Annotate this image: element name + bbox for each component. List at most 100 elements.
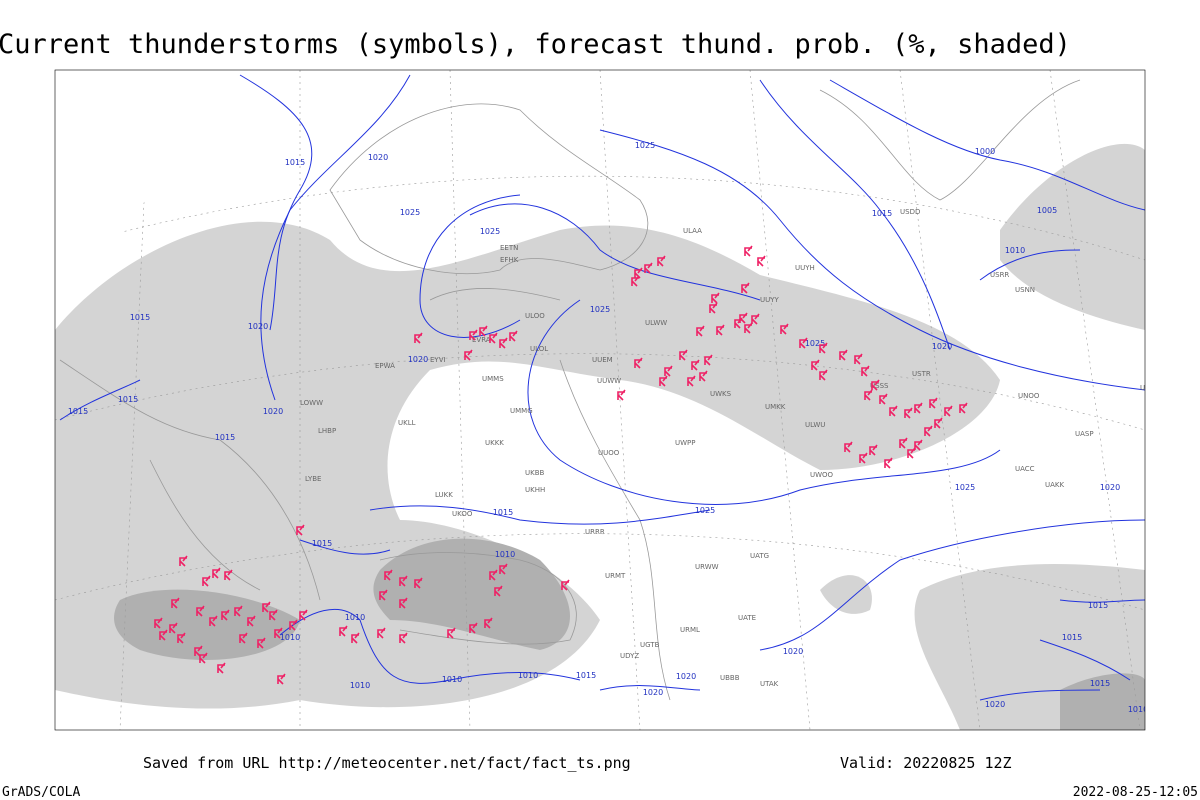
isobar-label: 1025 [695,506,715,515]
storm-symbol [399,575,408,587]
title: Current thunderstorms (symbols), forecas… [0,29,1071,60]
station-label: USRR [990,271,1009,279]
storm-symbol [884,457,893,469]
storm-symbol [664,365,673,377]
storm-symbol [634,357,643,369]
station-label: ULOL [530,345,548,353]
storm-symbol [859,452,868,464]
storm-symbol [447,627,456,639]
storm-symbol [239,632,248,644]
isobar-label: 1020 [643,688,663,697]
isobar-label: 1010 [1128,705,1148,714]
station-label: UWOO [810,471,834,479]
storm-symbol [339,625,348,637]
storm-symbol [494,585,503,597]
isobar-label: 1025 [635,141,655,150]
storm-symbol [869,444,878,456]
station-label: UMMG [510,407,533,415]
station-label: UKHH [525,486,545,494]
isobar-label: 1020 [932,342,952,351]
isobar-label: 1000 [975,147,995,156]
storm-symbol [179,555,188,567]
storm-symbol [799,337,808,349]
storm-symbol [657,255,666,267]
isobar-label: 1010 [280,633,300,642]
storm-symbol [659,375,668,387]
storm-symbol [907,447,916,459]
storm-symbol [944,405,953,417]
storm-symbol [709,302,718,314]
storm-symbol [687,375,696,387]
storm-symbol [414,577,423,589]
storm-symbol [274,627,283,639]
storm-symbol [479,325,488,337]
storm-symbol [377,627,386,639]
isobar-label: 1015 [285,158,305,167]
isobar-label: 1015 [118,395,138,404]
storm-symbol [839,349,848,361]
station-label: UKOO [452,510,473,518]
isobar-label: 1010 [495,550,515,559]
storm-symbol [879,393,888,405]
storm-symbol [399,597,408,609]
station-label: UNOO [1018,392,1040,400]
isobar-label: 1015 [1088,601,1108,610]
graticule [55,70,1145,730]
isobar-label: 1015 [872,209,892,218]
storm-symbol [914,402,923,414]
map-frame [54,69,1146,731]
thunderstorm-symbols [154,245,968,685]
storm-symbol [154,617,163,629]
isobars [59,74,1145,701]
isobar-label: 1025 [480,227,500,236]
storm-symbol [257,637,266,649]
station-label: UKKK [485,439,504,447]
storm-symbol [262,601,271,613]
isobar-label: 1020 [783,647,803,656]
isobar-label: 1015 [215,433,235,442]
station-label: UAKK [1045,481,1065,489]
storm-symbol [864,389,873,401]
storm-symbol [711,292,720,304]
isobar-label: 1010 [1005,246,1025,255]
isobar-label: 1010 [350,681,370,690]
storm-symbol [780,323,789,335]
isobar-label: 1020 [985,700,1005,709]
timestamp: 2022-08-25-12:05 [1073,785,1198,800]
storm-symbol [871,379,880,391]
storm-symbol [224,569,233,581]
storm-symbol [861,365,870,377]
station-label: UUYY [760,296,780,304]
storm-symbol [904,407,913,419]
station-label: UGTB [640,641,660,649]
station-label: USTR [912,370,931,378]
station-label: UUYH [795,264,815,272]
storm-symbol [299,609,308,621]
credit: GrADS/COLA [2,785,80,800]
station-label: URMT [605,572,626,580]
isobar-label: 1010 [442,675,462,684]
storm-symbol [699,370,708,382]
storm-symbol [929,397,938,409]
storm-symbol [889,405,898,417]
station-label: UTAK [760,680,779,688]
isobar-label: 1020 [676,672,696,681]
isobar-label: 1005 [1037,206,1057,215]
isobar-label: 1015 [1090,679,1110,688]
station-label: LHBP [318,427,336,435]
storm-symbol [561,579,570,591]
station-label: UBBB [720,674,740,682]
station-label: UUOO [598,449,620,457]
isobar-label: 1015 [312,539,332,548]
station-label: LOWW [300,399,323,407]
station-label: UACC [1015,465,1035,473]
storm-symbol [741,282,750,294]
isobar-label: 1025 [590,305,610,314]
storm-symbol [169,622,178,634]
isobar-label: 1015 [493,508,513,517]
storm-symbol [844,441,853,453]
storm-symbol [384,569,393,581]
storm-symbol [379,589,388,601]
station-label: LUKK [435,491,453,499]
